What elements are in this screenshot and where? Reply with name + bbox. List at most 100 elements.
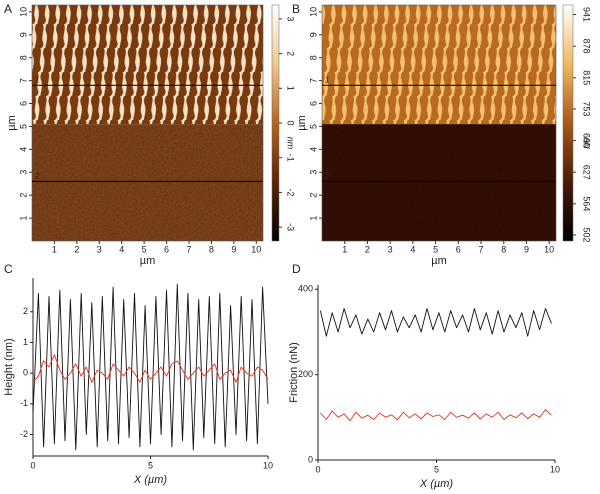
x-tick-label: 3: [388, 244, 393, 254]
colorbar-tick-label: 502: [582, 227, 592, 242]
x-tick-label: 5: [142, 244, 147, 254]
colorbar-tick-label: 753: [582, 101, 592, 116]
colorbar-tick-label: 3: [286, 16, 296, 21]
y-tick-label: -1: [20, 398, 28, 408]
y-tick-label: 0: [308, 454, 313, 464]
y-tick-label: 4: [18, 147, 28, 152]
y-tick-label: 8: [18, 55, 28, 60]
x-tick-label: 8: [209, 244, 214, 254]
profile-label: 2: [324, 172, 330, 181]
y-tick-label: 4: [308, 147, 318, 152]
y-tick-label: 7: [308, 78, 318, 83]
y-tick-label: 5: [308, 124, 318, 129]
x-tick-label: 1: [52, 244, 57, 254]
colorbar-tick-label: 878: [582, 39, 592, 54]
y-axis-label: Height (nm): [3, 338, 15, 395]
x-tick-label: 5: [434, 464, 439, 474]
image-grain: [322, 124, 556, 241]
x-axis-label: µm: [431, 255, 447, 267]
colorbar-tick-label: 564: [582, 196, 592, 211]
x-tick-label: 3: [97, 244, 102, 254]
x-tick-label: 5: [148, 460, 153, 470]
panel-letter: C: [4, 262, 13, 276]
colorbar-tick-label: 690: [582, 133, 592, 148]
x-tick-label: 4: [410, 244, 415, 254]
colorbar-tick-label: 815: [582, 70, 592, 85]
x-tick-label: 1: [342, 244, 347, 254]
x-tick-label: 10: [263, 460, 273, 470]
x-tick-label: 5: [433, 244, 438, 254]
colorbar-tick-label: 627: [582, 165, 592, 180]
x-tick-label: 9: [524, 244, 529, 254]
x-tick-label: 8: [501, 244, 506, 254]
y-tick-label: 9: [308, 32, 318, 37]
colorbar: [562, 4, 574, 242]
panel-letter: B: [292, 2, 300, 16]
y-tick-label: 7: [18, 78, 28, 83]
x-tick-label: 0: [315, 464, 320, 474]
colorbar: [271, 4, 280, 242]
y-tick-label: -2: [20, 429, 28, 439]
data-line: [319, 308, 552, 337]
image-top: [32, 5, 263, 125]
x-tick-label: 6: [456, 244, 461, 254]
y-tick-label: 2: [18, 193, 28, 198]
colorbar-tick-label: -2: [286, 188, 296, 196]
data-line: [32, 283, 269, 451]
x-axis-label: µm: [140, 255, 156, 267]
y-tick-label: 400: [298, 284, 313, 294]
x-axis-label: X (µm): [419, 478, 454, 490]
data-line: [32, 354, 269, 383]
x-tick-label: 2: [365, 244, 370, 254]
colorbar-label: nm: [286, 137, 296, 150]
colorbar-tick-label: 1: [286, 86, 296, 91]
panel-letter: D: [292, 262, 301, 276]
y-tick-label: 1: [23, 337, 28, 347]
y-tick-label: 2: [23, 306, 28, 316]
y-tick-label: 1: [18, 216, 28, 221]
x-tick-label: 4: [119, 244, 124, 254]
data-line: [320, 409, 552, 422]
y-tick-label: 6: [18, 101, 28, 106]
image-frame: [321, 4, 557, 242]
x-tick-label: 0: [30, 460, 35, 470]
y-tick-label: 3: [18, 170, 28, 175]
colorbar-tick-label: 0: [286, 120, 296, 125]
x-tick-label: 6: [164, 244, 169, 254]
image-top: [322, 5, 556, 125]
profile-label: 1: [325, 75, 329, 84]
profile-label: 1: [35, 75, 39, 84]
y-tick-label: 3: [308, 170, 318, 175]
x-tick-label: 7: [479, 244, 484, 254]
y-tick-label: 5: [18, 124, 28, 129]
y-tick-label: 9: [18, 32, 28, 37]
x-tick-label: 9: [231, 244, 236, 254]
x-tick-label: 7: [186, 244, 191, 254]
x-tick-label: 10: [544, 244, 554, 254]
y-tick-label: 8: [308, 55, 318, 60]
image-frame: [31, 4, 264, 242]
y-tick-label: 1: [308, 216, 318, 221]
profile-label: 2: [34, 172, 40, 181]
x-tick-label: 2: [74, 244, 79, 254]
colorbar-tick-label: 941: [582, 7, 592, 22]
panel-letter: A: [4, 2, 12, 16]
colorbar-tick-label: -1: [286, 154, 296, 162]
y-tick-label: 10: [308, 7, 318, 17]
y-axis-label: Friction (nN): [288, 342, 300, 403]
y-tick-label: 200: [298, 369, 313, 379]
x-tick-label: 10: [550, 464, 560, 474]
y-tick-label: 0: [23, 368, 28, 378]
colorbar-tick-label: 2: [286, 51, 296, 56]
image-grain: [32, 124, 263, 241]
colorbar-label: nN: [582, 137, 592, 149]
x-tick-label: 10: [251, 244, 261, 254]
colorbar-tick-label: -3: [286, 223, 296, 231]
y-tick-label: 6: [308, 101, 318, 106]
y-axis-label: µm: [6, 115, 18, 131]
y-tick-label: 10: [18, 7, 28, 17]
x-axis-label: X (µm): [133, 474, 168, 486]
y-tick-label: 2: [308, 193, 318, 198]
y-axis-label: µm: [296, 115, 308, 131]
